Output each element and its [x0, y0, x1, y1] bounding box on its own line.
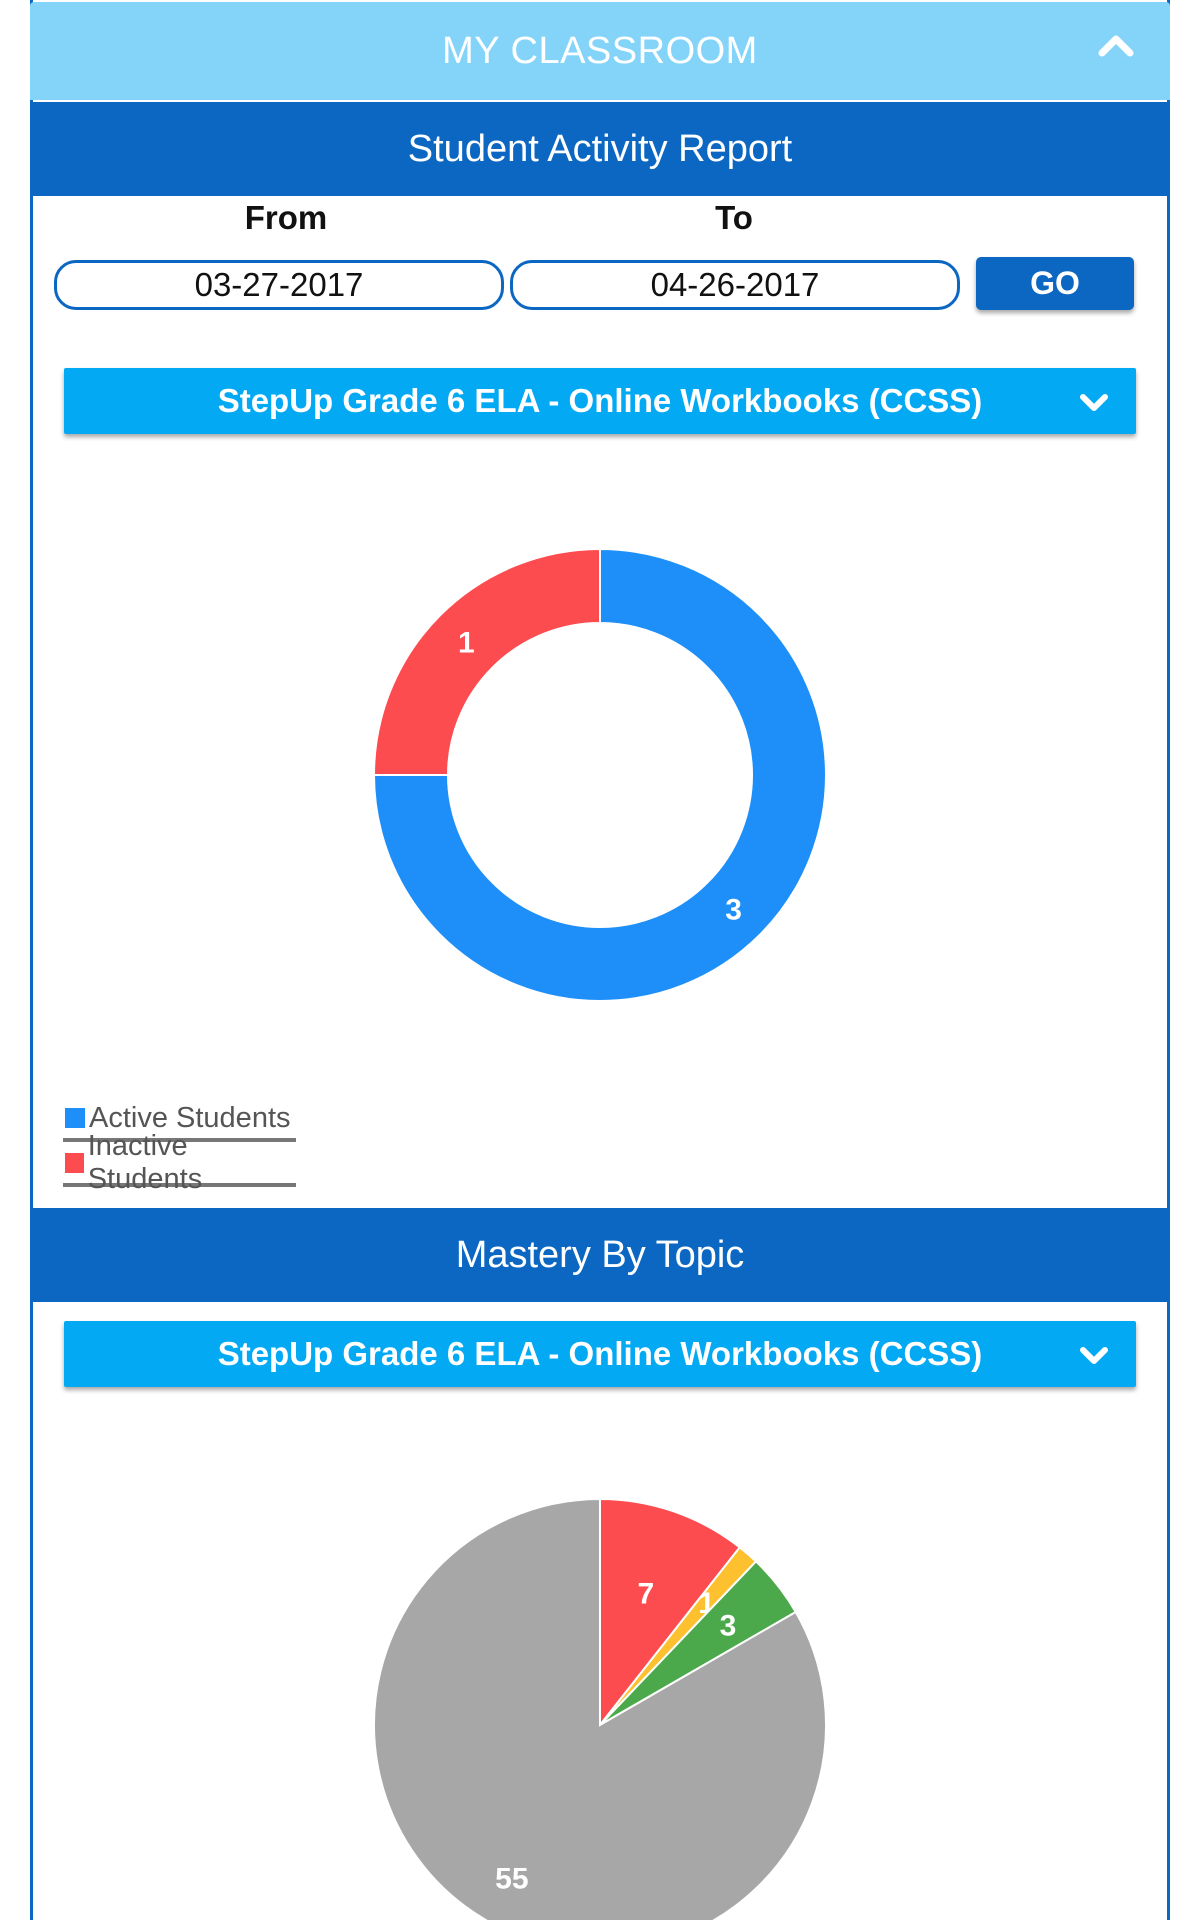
chevron-up-icon[interactable] — [1096, 26, 1136, 66]
legend-item-inactive[interactable]: Inactive Students — [63, 1130, 296, 1195]
to-date-input[interactable]: 04-26-2017 — [510, 260, 960, 310]
activity-course-select-value: StepUp Grade 6 ELA - Online Workbooks (C… — [217, 382, 983, 419]
pie-slice-0[interactable] — [599, 1497, 742, 1728]
activity-course-select[interactable]: StepUp Grade 6 ELA - Online Workbooks (C… — [64, 368, 1136, 434]
activity-report-title: Student Activity Report — [407, 127, 793, 170]
activity-donut-chart: 31 — [372, 547, 827, 1002]
donut-data-label: 3 — [725, 894, 742, 927]
legend-label-active: Active Students — [89, 1101, 291, 1134]
activity-legend: Active Students Inactive Students — [63, 1098, 296, 1195]
chevron-down-icon — [1080, 1347, 1108, 1364]
pie-data-label: 55 — [495, 1863, 528, 1896]
donut-slice-active-students[interactable] — [372, 547, 827, 1002]
my-classroom-header[interactable]: MY CLASSROOM — [30, 2, 1170, 100]
mastery-course-select-value: StepUp Grade 6 ELA - Online Workbooks (C… — [217, 1335, 983, 1372]
legend-label-inactive: Inactive Students — [87, 1130, 203, 1195]
to-label: To — [715, 199, 753, 236]
legend-swatch-active — [65, 1108, 85, 1128]
activity-report-header: Student Activity Report — [30, 102, 1170, 196]
donut-slice-inactive-students[interactable] — [372, 547, 601, 776]
mastery-course-select[interactable]: StepUp Grade 6 ELA - Online Workbooks (C… — [64, 1321, 1136, 1387]
legend-swatch-inactive — [65, 1153, 84, 1173]
from-date-input[interactable]: 03-27-2017 — [54, 260, 504, 310]
mastery-header: Mastery By Topic — [30, 1208, 1170, 1302]
from-label: From — [244, 199, 328, 236]
chevron-down-icon — [1080, 394, 1108, 411]
pie-slice-3[interactable] — [373, 1497, 827, 1920]
donut-data-label: 1 — [458, 626, 475, 659]
legend-item-active[interactable]: Active Students — [63, 1098, 296, 1142]
header-title: MY CLASSROOM — [442, 29, 758, 72]
pie-data-label: 3 — [720, 1609, 737, 1642]
go-button[interactable]: GO — [976, 257, 1134, 310]
mastery-title: Mastery By Topic — [455, 1233, 745, 1276]
pie-data-label: 7 — [637, 1578, 654, 1611]
